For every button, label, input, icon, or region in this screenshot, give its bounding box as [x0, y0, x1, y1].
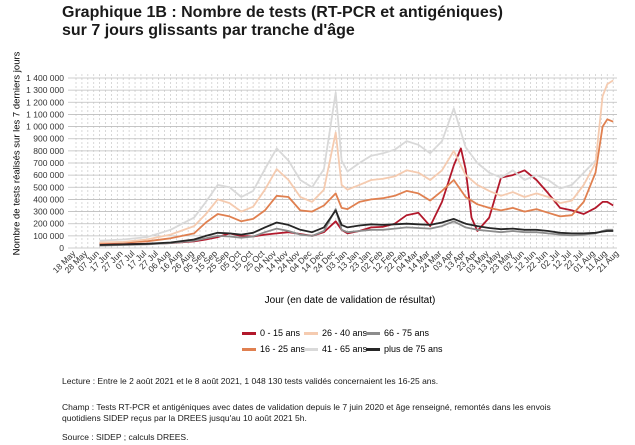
note-source: Source : SIDEP ; calculs DREES.	[62, 432, 189, 442]
legend-item-0-15: 0 - 15 ans	[242, 328, 300, 338]
note-champ-line2: quotidiens SIDEP reçus par la DREES jusq…	[62, 413, 307, 423]
y-tick-label: 1 200 000	[26, 97, 64, 107]
legend-item-66-75: 66 - 75 ans	[366, 328, 429, 338]
series-line-26-40	[99, 79, 614, 244]
note-champ-line1: Champ : Tests RT-PCR et antigéniques ave…	[62, 402, 551, 412]
legend-label-0-15: 0 - 15 ans	[260, 328, 301, 338]
legend-item-41-65: 41 - 65 ans	[304, 344, 367, 354]
y-axis-label: Nombre de tests réalisés sur les 7 derni…	[11, 51, 23, 256]
legend-label-26-40: 26 - 40 ans	[322, 328, 368, 338]
legend-swatch-66-75	[366, 332, 380, 335]
y-tick-label: 1 000 000	[26, 122, 64, 132]
series-line-66-75	[99, 208, 614, 247]
series-line-16-25	[99, 118, 614, 244]
legend-item-75plus: plus de 75 ans	[366, 344, 443, 354]
y-tick-label: 800 000	[33, 146, 64, 156]
legend-label-75plus: plus de 75 ans	[384, 344, 443, 354]
note-champ: Champ : Tests RT-PCR et antigéniques ave…	[62, 402, 551, 424]
chart-title: Graphique 1B : Nombre de tests (RT-PCR e…	[62, 4, 503, 40]
y-tick-label: 500 000	[33, 182, 64, 192]
legend-swatch-75plus	[366, 348, 380, 351]
legend-item-16-25: 16 - 25 ans	[242, 344, 305, 354]
legend-swatch-16-25	[242, 348, 256, 351]
y-tick-label: 1 100 000	[26, 109, 64, 119]
y-tick-label: 900 000	[33, 134, 64, 144]
y-tick-label: 0	[59, 243, 64, 253]
series-line-41-65	[99, 91, 597, 242]
y-tick-label: 300 000	[33, 207, 64, 217]
chart-title-line2: sur 7 jours glissants par tranche d'âge	[62, 22, 355, 39]
y-tick-label: 400 000	[33, 194, 64, 204]
y-tick-label: 1 400 000	[26, 73, 64, 83]
legend-swatch-26-40	[304, 332, 318, 335]
legend-item-26-40: 26 - 40 ans	[304, 328, 367, 338]
legend-label-16-25: 16 - 25 ans	[260, 344, 306, 354]
legend-swatch-41-65	[304, 348, 318, 351]
legend-swatch-0-15	[242, 332, 256, 335]
chart-title-line1: Graphique 1B : Nombre de tests (RT-PCR e…	[62, 4, 503, 21]
y-tick-label: 700 000	[33, 158, 64, 168]
legend-label-66-75: 66 - 75 ans	[384, 328, 430, 338]
y-tick-label: 200 000	[33, 219, 64, 229]
y-tick-label: 100 000	[33, 231, 64, 241]
series-line-75plus	[99, 209, 614, 246]
note-lecture: Lecture : Entre le 2 août 2021 et le 8 a…	[62, 376, 439, 386]
legend-label-41-65: 41 - 65 ans	[322, 344, 368, 354]
y-tick-label: 600 000	[33, 170, 64, 180]
line-chart: 0 100 000 200 000 300 000 400 000 500 000 600 …	[26, 73, 621, 275]
x-axis-label: Jour (en date de validation de résultat)	[264, 295, 436, 306]
y-tick-label: 1 300 000	[26, 85, 64, 95]
